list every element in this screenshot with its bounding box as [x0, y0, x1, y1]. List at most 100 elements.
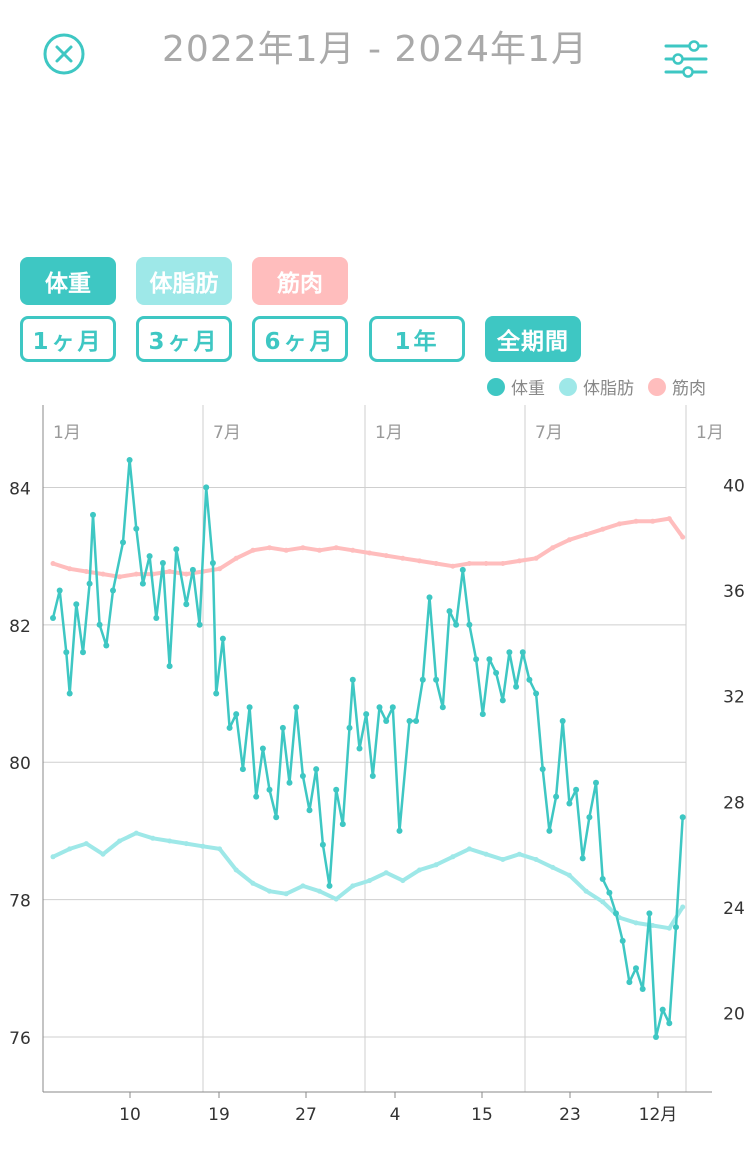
- data-point: [426, 594, 433, 601]
- close-button[interactable]: [42, 32, 86, 76]
- data-point: [83, 841, 89, 847]
- bottom-tick-label: 10: [119, 1105, 141, 1125]
- period-1-year-button[interactable]: 1年: [369, 316, 465, 362]
- data-point: [319, 841, 326, 848]
- data-point: [566, 537, 572, 543]
- left-tick-label: 78: [9, 892, 31, 912]
- data-point: [583, 532, 589, 537]
- data-point: [650, 518, 656, 524]
- period-3-months-button[interactable]: 3ヶ月: [136, 316, 232, 362]
- data-point: [233, 867, 239, 873]
- data-point: [317, 888, 322, 894]
- top-month-label: 1月: [53, 423, 81, 443]
- data-point: [200, 843, 206, 849]
- data-point: [293, 704, 300, 711]
- data-point: [96, 621, 103, 628]
- data-point: [680, 904, 686, 910]
- data-point: [313, 766, 320, 773]
- data-point: [383, 870, 389, 876]
- data-point: [573, 786, 580, 793]
- data-point: [326, 882, 333, 889]
- data-point: [63, 649, 70, 656]
- data-point: [133, 525, 140, 532]
- page-title: 2022年1月 - 2024年1月: [162, 29, 588, 70]
- period-all-button[interactable]: 全期間: [485, 316, 581, 362]
- data-point: [406, 718, 413, 724]
- data-point: [519, 649, 526, 656]
- data-point: [633, 518, 639, 524]
- data-point: [479, 711, 486, 718]
- data-point: [306, 807, 313, 814]
- bottom-tick-label: 19: [208, 1105, 230, 1125]
- data-point: [389, 704, 396, 711]
- data-point: [286, 779, 293, 786]
- data-point: [339, 821, 346, 828]
- data-point: [466, 561, 472, 566]
- data-point: [233, 711, 240, 718]
- data-point: [73, 601, 80, 608]
- data-point: [539, 766, 546, 773]
- data-point: [283, 547, 289, 553]
- data-point: [493, 669, 500, 676]
- data-point: [350, 547, 356, 553]
- data-point: [653, 1034, 659, 1040]
- metric-body-fat-button[interactable]: 体脂肪: [136, 257, 232, 305]
- data-point: [659, 1006, 666, 1013]
- data-point: [153, 615, 160, 621]
- data-point: [439, 704, 446, 711]
- sliders-icon: [664, 40, 708, 78]
- top-month-label: 7月: [535, 423, 563, 443]
- data-point: [100, 571, 106, 577]
- data-point: [626, 979, 633, 986]
- data-point: [550, 545, 556, 551]
- top-month-label: 7月: [213, 423, 241, 443]
- metric-muscle-button[interactable]: 筋肉: [252, 257, 348, 305]
- right-tick-label: 36: [723, 582, 745, 602]
- legend-item-body-fat: 体脂肪: [559, 374, 634, 399]
- data-point: [226, 724, 233, 731]
- right-tick-label: 28: [723, 793, 745, 813]
- data-point: [103, 642, 110, 649]
- data-point: [459, 566, 466, 573]
- filter-button[interactable]: [664, 40, 708, 80]
- data-point: [639, 986, 646, 992]
- data-point: [273, 814, 280, 821]
- data-point: [67, 846, 73, 852]
- data-point: [233, 555, 239, 561]
- top-month-label: 1月: [375, 423, 403, 443]
- data-point: [583, 888, 589, 894]
- metric-weight-button[interactable]: 体重: [20, 257, 116, 305]
- data-point: [526, 676, 533, 683]
- data-point: [267, 545, 272, 551]
- data-point: [217, 846, 223, 852]
- data-point: [333, 896, 339, 902]
- right-tick-label: 24: [723, 899, 745, 919]
- data-point: [367, 878, 372, 884]
- data-point: [500, 561, 506, 566]
- data-point: [126, 457, 133, 463]
- legend-label-muscle: 筋肉: [672, 379, 706, 399]
- top-month-label: 1月: [696, 423, 724, 443]
- data-point: [466, 846, 472, 852]
- data-point: [533, 555, 539, 561]
- legend-label-body-fat: 体脂肪: [583, 379, 634, 399]
- data-point: [183, 571, 189, 577]
- data-point: [346, 724, 353, 731]
- data-point: [516, 851, 522, 857]
- data-point: [246, 704, 253, 711]
- data-point: [559, 718, 566, 724]
- data-point: [553, 793, 560, 800]
- data-point: [139, 580, 146, 587]
- data-point: [189, 566, 196, 573]
- data-point: [66, 690, 73, 697]
- data-point: [267, 888, 272, 894]
- right-tick-label: 20: [723, 1005, 745, 1025]
- left-tick-label: 82: [9, 617, 31, 637]
- data-point: [117, 838, 123, 844]
- data-point: [196, 621, 203, 628]
- period-6-months-button[interactable]: 6ヶ月: [252, 316, 348, 362]
- data-point: [446, 608, 453, 615]
- series-line-1: [52, 831, 685, 931]
- period-1-month-button[interactable]: 1ヶ月: [20, 316, 116, 362]
